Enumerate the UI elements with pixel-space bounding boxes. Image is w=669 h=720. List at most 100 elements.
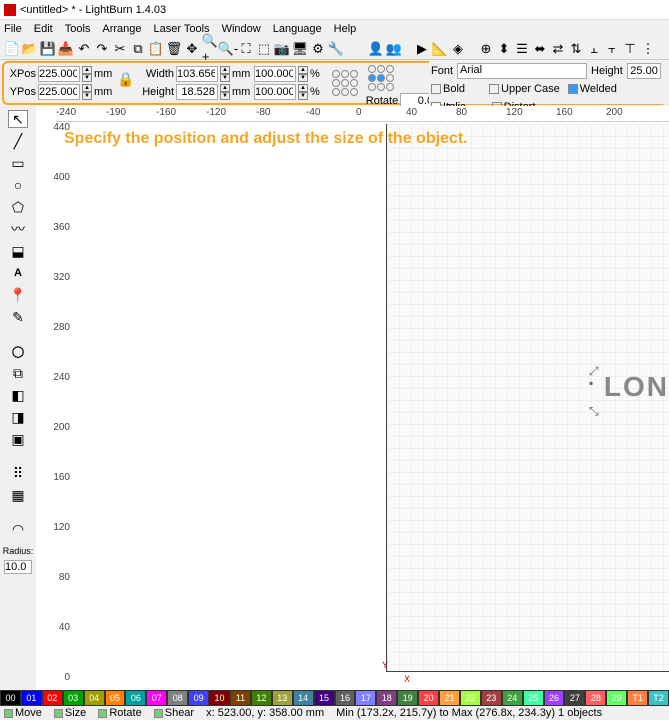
save-icon[interactable]: 💾	[40, 41, 56, 57]
color-swatch-06[interactable]: 06	[125, 690, 146, 706]
color-swatch-00[interactable]: 00	[0, 690, 21, 706]
scale-w-input[interactable]	[254, 66, 296, 82]
height-spinner[interactable]: ▲▼	[220, 84, 230, 100]
import-icon[interactable]: 📥	[58, 41, 74, 57]
align-h-icon[interactable]: ⬍	[496, 41, 512, 57]
color-swatch-13[interactable]: 13	[272, 690, 293, 706]
bold-checkbox[interactable]	[431, 84, 441, 94]
color-swatch-28[interactable]: 28	[585, 690, 606, 706]
camera-icon[interactable]: 📷	[274, 41, 290, 57]
paste-icon[interactable]: 📋	[148, 41, 164, 57]
color-swatch-04[interactable]: 04	[84, 690, 105, 706]
radius-tool-icon[interactable]: ◠	[8, 520, 28, 538]
pan-icon[interactable]: ✥	[184, 41, 200, 57]
point-tool-icon[interactable]: 📍	[8, 286, 28, 304]
delete-icon[interactable]: 🗑	[166, 41, 182, 57]
align-r-icon[interactable]: ⫟	[604, 41, 620, 57]
handle-ml[interactable]: ▪	[589, 376, 599, 386]
width-input[interactable]	[176, 66, 218, 82]
rotate-checkbox[interactable]	[98, 709, 107, 718]
height-input[interactable]	[176, 84, 218, 100]
color-swatch-09[interactable]: 09	[188, 690, 209, 706]
undo-icon[interactable]: ↶	[76, 41, 92, 57]
color-swatch-15[interactable]: 15	[314, 690, 335, 706]
handle-tl[interactable]: ⤢	[589, 364, 599, 374]
measure-icon[interactable]: 📐	[432, 41, 448, 57]
ypos-spinner[interactable]: ▲▼	[82, 84, 92, 100]
move-checkbox[interactable]	[4, 709, 13, 718]
menu-edit[interactable]: Edit	[34, 23, 53, 35]
frame-icon[interactable]: ⬚	[256, 41, 272, 57]
handle-bl[interactable]: ⤡	[589, 404, 599, 414]
color-swatch-29[interactable]: 29	[606, 690, 627, 706]
align-v-icon[interactable]: ⬌	[532, 41, 548, 57]
scale-h-spinner[interactable]: ▲▼	[298, 84, 308, 100]
color-swatch-T1[interactable]: T1	[627, 690, 648, 706]
xpos-input[interactable]	[38, 66, 80, 82]
array-tool-icon[interactable]: ⠿	[8, 464, 28, 482]
line-tool-icon[interactable]: ╱	[8, 132, 28, 150]
send-icon[interactable]: ▶	[414, 41, 430, 57]
font-select[interactable]: Arial	[457, 63, 587, 79]
color-swatch-05[interactable]: 05	[105, 690, 126, 706]
welded-checkbox[interactable]	[568, 84, 578, 94]
edit-tool-icon[interactable]: ✎	[8, 308, 28, 326]
user-icon[interactable]: 👤	[368, 41, 384, 57]
selection-handles[interactable]: ⤢ ▪ ⤡	[589, 364, 669, 414]
color-swatch-26[interactable]: 26	[544, 690, 565, 706]
canvas-area[interactable]: -240-190-160-120-80-4004080120160200 440…	[36, 106, 669, 690]
align-l-icon[interactable]: ⫠	[586, 41, 602, 57]
settings-icon[interactable]: ⚙	[310, 41, 326, 57]
ypos-input[interactable]	[38, 84, 80, 100]
open-icon[interactable]: 📂	[22, 41, 38, 57]
text-tool-icon[interactable]: A	[8, 264, 28, 282]
weld-tool-icon[interactable]: ⧉	[8, 364, 28, 382]
size-checkbox[interactable]	[54, 709, 63, 718]
lock-icon[interactable]: 🔒	[118, 63, 134, 95]
color-swatch-17[interactable]: 17	[355, 690, 376, 706]
radius-input[interactable]	[4, 560, 32, 574]
xpos-spinner[interactable]: ▲▼	[82, 66, 92, 82]
color-swatch-22[interactable]: 22	[460, 690, 481, 706]
color-swatch-27[interactable]: 27	[564, 690, 585, 706]
new-icon[interactable]: 📄	[4, 41, 20, 57]
zoom-out-icon[interactable]: 🔍-	[220, 41, 236, 57]
color-swatch-12[interactable]: 12	[251, 690, 272, 706]
color-swatch-20[interactable]: 20	[418, 690, 439, 706]
color-swatch-25[interactable]: 25	[523, 690, 544, 706]
menu-file[interactable]: File	[4, 23, 22, 35]
width-spinner[interactable]: ▲▼	[220, 66, 230, 82]
group-icon[interactable]: 👥	[386, 41, 402, 57]
color-swatch-03[interactable]: 03	[63, 690, 84, 706]
scale-h-input[interactable]	[254, 84, 296, 100]
color-swatch-14[interactable]: 14	[293, 690, 314, 706]
menu-help[interactable]: Help	[334, 23, 357, 35]
color-swatch-18[interactable]: 18	[376, 690, 397, 706]
align-c-icon[interactable]: ⊕	[478, 41, 494, 57]
color-swatch-11[interactable]: 11	[230, 690, 251, 706]
path-icon[interactable]: ◈	[450, 41, 466, 57]
upper-checkbox[interactable]	[489, 84, 499, 94]
color-swatch-23[interactable]: 23	[481, 690, 502, 706]
color-swatch-21[interactable]: 21	[439, 690, 460, 706]
bool2-tool-icon[interactable]: ◨	[8, 408, 28, 426]
menu-tools[interactable]: Tools	[65, 23, 91, 35]
more-icon[interactable]: ⋮	[640, 41, 656, 57]
bool3-tool-icon[interactable]: ▣	[8, 430, 28, 448]
color-swatch-02[interactable]: 02	[42, 690, 63, 706]
tab-tool-icon[interactable]: ⬓	[8, 242, 28, 260]
tool-icon[interactable]: 🔧	[328, 41, 344, 57]
mirror-v-icon[interactable]: ⇅	[568, 41, 584, 57]
grid-tool-icon[interactable]: ▦	[8, 486, 28, 504]
cut-icon[interactable]: ✂	[112, 41, 128, 57]
rect-tool-icon[interactable]: ▭	[8, 154, 28, 172]
offset-tool-icon[interactable]: ◯	[8, 342, 28, 360]
redo-icon[interactable]: ↷	[94, 41, 110, 57]
menu-arrange[interactable]: Arrange	[102, 23, 141, 35]
bezier-tool-icon[interactable]: 〰	[8, 220, 28, 238]
ellipse-tool-icon[interactable]: ○	[8, 176, 28, 194]
select-tool-icon[interactable]: ↖	[8, 110, 28, 128]
anchor-grid-top[interactable]	[332, 70, 358, 96]
polygon-tool-icon[interactable]: ⬠	[8, 198, 28, 216]
monitor-icon[interactable]: 🖥	[292, 41, 308, 57]
